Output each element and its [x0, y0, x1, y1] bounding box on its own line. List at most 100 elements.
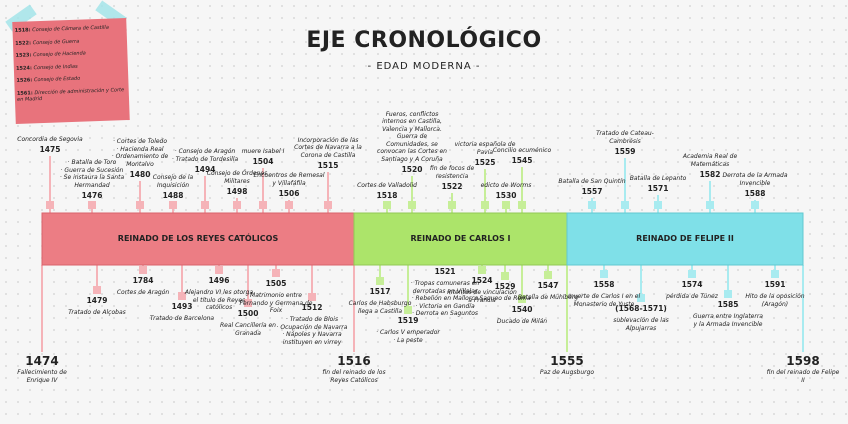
event-text: Fallecimiento de Enrique IV [5, 369, 79, 384]
note-item: 1561: Dirección de administración y Cort… [17, 87, 125, 104]
event-text: Tratado de Cateau-Cambrésis [588, 130, 662, 145]
event-text: Consejo de la Inquisición [136, 174, 210, 189]
event-text: Matrimonio entre Fernando y Germana de F… [239, 292, 313, 315]
event-text: victoria española de Pavía [448, 141, 522, 156]
note-year: 1526: [16, 77, 33, 84]
stem-marker [383, 201, 391, 209]
event-line: Academia Real de Matemáticas [682, 153, 738, 168]
event-year: 1475 [39, 145, 61, 154]
event-text: Tratado de Barcelona [145, 315, 219, 323]
event-year: 1522 [441, 182, 463, 191]
event-line: · Guerra de Sucesión [60, 166, 124, 174]
event-line: Derrota de la Armada Invencible [722, 172, 788, 187]
period-bar [566, 212, 804, 266]
event-year: 1547 [537, 281, 559, 290]
event-text: Hito de la oposición (Aragón) [738, 293, 812, 308]
stem-marker [751, 201, 759, 209]
stem-marker [376, 277, 384, 285]
event-line: · Cortes de Toledo [112, 138, 168, 145]
event-year: 1506 [278, 189, 300, 198]
event-year: 1530 [495, 191, 517, 200]
event-line: Batalla de San Quintín [558, 177, 626, 185]
stem-marker [215, 266, 223, 274]
event-line: Cortes de Valladolid [357, 181, 417, 189]
event-text: Alejandro VI les otorga el título de Rey… [182, 289, 256, 312]
event-line: Cortes de Aragón [116, 289, 170, 296]
event-year: 1517 [369, 287, 391, 296]
event-line: · Tratado de Blois [285, 316, 339, 323]
event-line: Concordia de Segovia [17, 135, 83, 143]
event-year: 1504 [252, 157, 274, 166]
stem-marker [448, 201, 456, 209]
stem-marker [688, 270, 696, 278]
event-line: Carlos de Habsburgo llega a Castilla [348, 300, 412, 315]
stem-marker [272, 269, 280, 277]
event-year: 1515 [317, 161, 339, 170]
event-line: · Nápoles y Navarra instituyen en virrey [282, 331, 342, 346]
event-year: 1524 [471, 276, 493, 285]
event-line: · Tropas comuneras en derrotadas en Vill… [410, 280, 480, 295]
stem-marker [139, 266, 147, 274]
stem-marker [169, 201, 177, 209]
event-text: Batalla de San Quintín [555, 178, 629, 186]
event-year: 1571 [647, 184, 669, 193]
event-text: Ducado de Milán [485, 318, 559, 326]
event-year: 1493 [171, 302, 193, 311]
event-text: Incorporación de las Cortes de Navarra a… [291, 137, 365, 160]
note-year: 1523: [15, 52, 32, 59]
stem-marker [404, 306, 412, 314]
note-text: Consejo de Indias [33, 63, 78, 71]
event-text: · Consejo de Aragón · Tratado de Tordesil… [168, 148, 242, 163]
event-line: · La peste [393, 336, 423, 344]
note-text: Consejo de Cámara de Castilla [32, 24, 109, 34]
stem-marker [408, 201, 416, 209]
event-line: Alejandro VI les otorga el título de Rey… [184, 289, 254, 311]
stem-marker [201, 201, 209, 209]
event-year: 1494 [194, 165, 216, 174]
event-line: intentos de vinculación a Francia [447, 289, 517, 304]
note-text: Dirección de administración y Corte en M… [17, 86, 125, 103]
event-year: 1591 [764, 280, 786, 289]
event-year: 1519 [397, 316, 419, 325]
event-line: Batalla de Lepanto [629, 174, 687, 182]
event-line: victoria española de Pavía [454, 141, 516, 156]
event-line: Hito de la oposición (Aragón) [745, 293, 805, 308]
stem-marker [637, 294, 645, 302]
stem-marker [46, 201, 54, 209]
event-year: 1512 [301, 303, 323, 312]
event-year: 1557 [581, 187, 603, 196]
stem-marker [588, 201, 596, 209]
stem-marker [478, 266, 486, 274]
event-year: 1476 [81, 191, 103, 200]
event-text: Batalla de Lepanto [621, 175, 695, 183]
stem-marker [324, 201, 332, 209]
stem-marker [136, 201, 144, 209]
event-text: Guerra entre Inglaterra y la Armada Inve… [691, 313, 765, 328]
event-line: · Carlos V emperador [376, 329, 440, 336]
event-text: Batalla de Mühlberg [511, 294, 585, 302]
subtitle: - EDAD MODERNA - [367, 61, 481, 72]
note-text: Consejo de Hacienda [32, 50, 86, 59]
note-item: 1522: Consejo de Guerra [15, 37, 123, 47]
event-year: 1505 [265, 279, 287, 288]
stem-marker [259, 201, 267, 209]
stem-marker [621, 201, 629, 209]
stem-marker [285, 201, 293, 209]
stem-marker [233, 201, 241, 209]
event-line: · Batalla de Toro [67, 159, 117, 166]
event-text: Tratado de Alçobas [60, 309, 134, 317]
sticky-note [12, 18, 130, 124]
event-line: · Rebelión en Mallorca [411, 295, 479, 302]
event-line: fin de focos de resistencia [429, 165, 475, 180]
stem-marker [178, 292, 186, 300]
event-line: Tratado de Cateau-Cambrésis [596, 130, 654, 145]
stem-marker [93, 286, 101, 294]
stem-marker [518, 295, 526, 303]
note-year: 1524: [15, 64, 33, 72]
event-line: sublevación de las Alpujarras [613, 317, 669, 332]
event-text: Derrota de la Armada Invencible [718, 172, 792, 187]
note-text: Consejo de Estado [33, 75, 81, 84]
event-line: edicto de Worms [480, 181, 532, 189]
